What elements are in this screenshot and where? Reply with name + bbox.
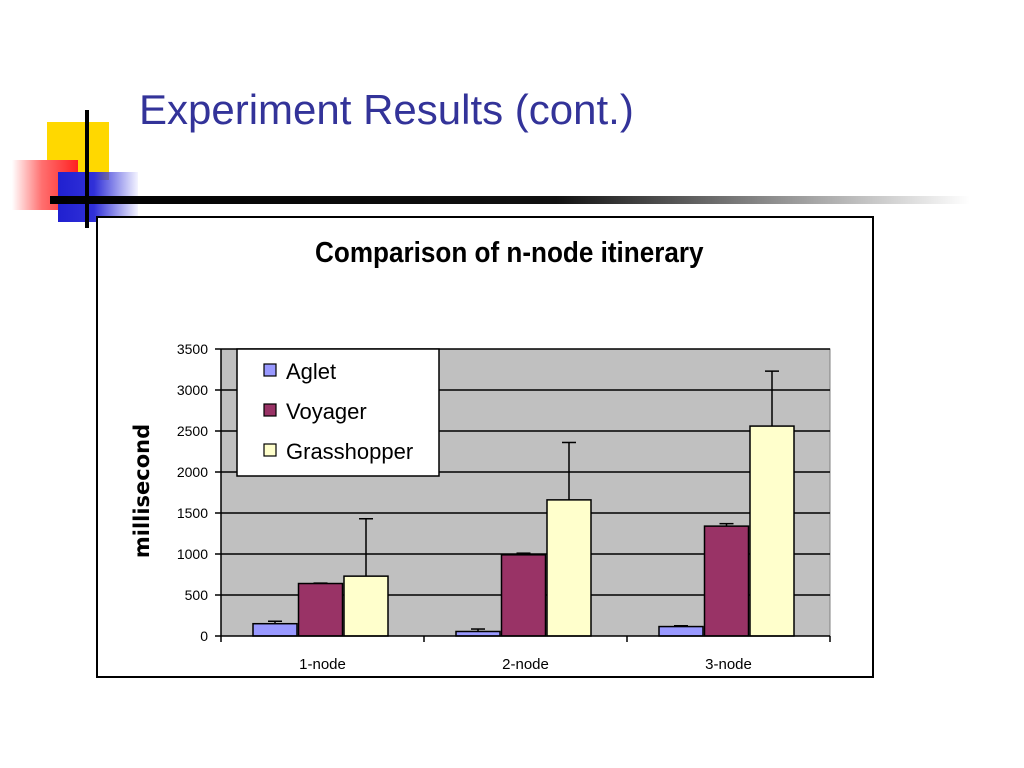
- y-tick-label: 2500: [177, 423, 208, 439]
- bar: [500, 554, 547, 637]
- bar: [658, 625, 704, 637]
- y-tick-label: 3500: [177, 341, 208, 357]
- y-tick-label: 1000: [177, 546, 208, 562]
- y-axis-label: millisecond: [130, 424, 154, 558]
- bar: [546, 499, 592, 637]
- bar: [343, 575, 389, 637]
- horizontal-rule-decoration: [50, 196, 970, 204]
- legend-swatch: [263, 443, 277, 457]
- legend-swatch: [263, 363, 277, 377]
- bar-chart: Comparison of n-node itinerary milliseco…: [130, 236, 831, 673]
- chart-title: Comparison of n-node itinerary: [315, 236, 704, 269]
- legend-label: Aglet: [286, 359, 336, 384]
- y-tick-label: 0: [200, 628, 208, 644]
- bar: [703, 525, 750, 637]
- bar: [297, 582, 344, 637]
- y-tick-label: 1500: [177, 505, 208, 521]
- bar: [252, 622, 298, 637]
- bar: [749, 425, 795, 637]
- y-tick-label: 2000: [177, 464, 208, 480]
- y-tick-label: 500: [185, 587, 209, 603]
- legend-swatch: [263, 403, 277, 417]
- y-tick-label: 3000: [177, 382, 208, 398]
- slide-title: Experiment Results (cont.): [139, 86, 634, 133]
- x-tick-label: 1-node: [299, 656, 346, 673]
- chart-frame: Comparison of n-node itinerary milliseco…: [96, 216, 874, 678]
- x-tick-label: 2-node: [502, 656, 549, 673]
- x-tick-label: 3-node: [705, 656, 752, 673]
- vertical-line-decoration: [85, 110, 89, 228]
- legend-label: Voyager: [286, 399, 367, 424]
- legend-label: Grasshopper: [286, 439, 413, 464]
